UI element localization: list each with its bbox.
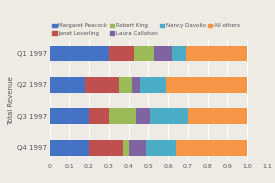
Bar <box>140 77 166 93</box>
Bar <box>89 140 123 156</box>
Y-axis label: Total Revenue: Total Revenue <box>8 76 14 125</box>
Bar <box>50 109 89 124</box>
Bar <box>85 77 119 93</box>
Bar <box>109 46 134 61</box>
Bar <box>50 46 109 61</box>
Bar <box>89 109 109 124</box>
Bar <box>128 140 146 156</box>
Bar <box>188 109 247 124</box>
Bar <box>150 109 188 124</box>
Bar <box>166 77 247 93</box>
Bar <box>50 77 85 93</box>
Bar <box>133 77 140 93</box>
Bar <box>172 46 186 61</box>
Bar <box>146 140 176 156</box>
Bar <box>176 140 247 156</box>
Legend: Margaret Peacock, Janet Leverling, Robert King, Laura Callahan, Nancy Davolio, A: Margaret Peacock, Janet Leverling, Rober… <box>52 23 240 36</box>
Bar <box>154 46 172 61</box>
Bar <box>186 46 247 61</box>
Bar <box>50 140 89 156</box>
Bar <box>119 77 133 93</box>
Bar <box>109 109 136 124</box>
Bar <box>134 46 154 61</box>
Bar <box>136 109 150 124</box>
Bar <box>123 140 128 156</box>
